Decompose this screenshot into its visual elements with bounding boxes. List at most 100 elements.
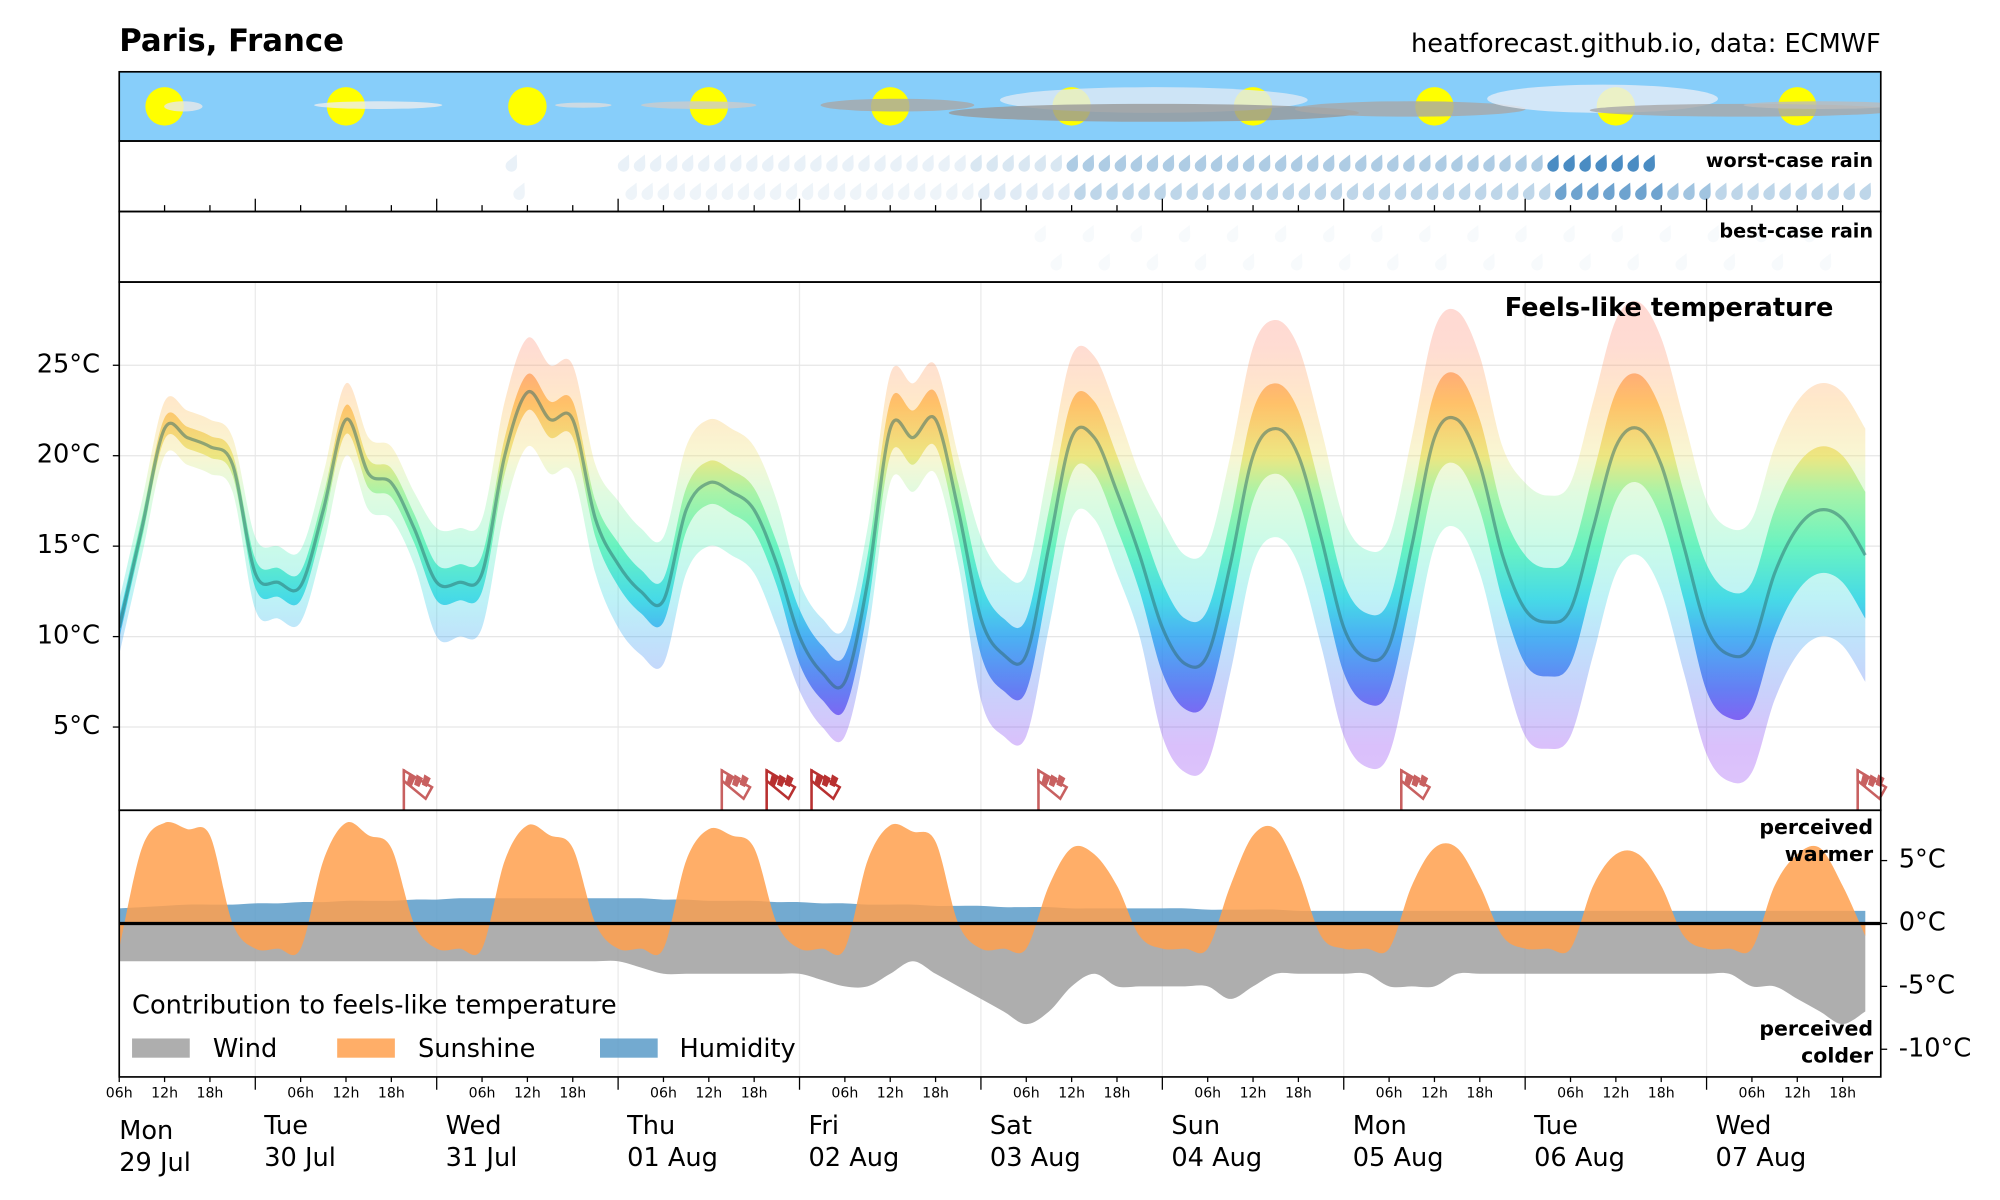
y-tick-label: 5°C: [1899, 845, 1946, 875]
rain-drop: [689, 182, 702, 200]
rain-drop: [1467, 224, 1479, 243]
rain-drop: [1522, 182, 1535, 200]
rain-drop: [1002, 154, 1014, 172]
rain-drop: [1202, 182, 1214, 200]
rain-drop: [1154, 182, 1166, 200]
rain-drop: [1715, 182, 1727, 200]
hour-label: 18h: [922, 1086, 949, 1102]
rain-drop: [1451, 154, 1463, 172]
wind-flag-stripe: [1867, 774, 1877, 788]
rain-drop: [906, 154, 918, 172]
rain-drop: [1282, 182, 1295, 200]
hour-label: 18h: [741, 1086, 768, 1102]
hour-label: 18h: [1285, 1086, 1312, 1102]
hour-label: 12h: [695, 1086, 722, 1102]
date-label: 30 Jul: [264, 1143, 336, 1173]
y-tick-label: -10°C: [1899, 1033, 1972, 1063]
rain-drop: [1515, 154, 1527, 172]
rain-drop: [1274, 154, 1287, 172]
rain-drop: [833, 182, 846, 200]
cloud-icon: [1294, 101, 1526, 117]
rain-drop: [1667, 182, 1679, 200]
rain-drop: [1138, 182, 1150, 200]
rain-drop: [1394, 182, 1407, 200]
sky-icons: [145, 84, 1881, 126]
rain-drop: [1474, 182, 1487, 200]
rain-drop: [1306, 154, 1319, 172]
cloud-icon: [555, 102, 612, 108]
rain-drop: [1531, 253, 1543, 271]
date-label: 31 Jul: [446, 1143, 518, 1173]
wind-flag-stripe: [821, 774, 831, 788]
hour-label: 12h: [151, 1086, 178, 1102]
rain-drop: [1330, 182, 1343, 200]
rain-drop: [1563, 154, 1575, 172]
rain-drop: [1066, 154, 1079, 172]
cloud-icon: [641, 101, 757, 109]
rain-drop: [1467, 154, 1479, 172]
wind-flag-stripe: [1860, 774, 1870, 788]
hour-label: 12h: [1602, 1086, 1629, 1102]
rain-drop: [1827, 182, 1839, 200]
rain-drop: [737, 182, 750, 200]
wind-flag-stripe: [1403, 774, 1413, 788]
rain-drop: [890, 154, 902, 172]
rain-drop: [1378, 182, 1391, 200]
rain-drop: [970, 154, 982, 172]
hour-label: 18h: [196, 1086, 223, 1102]
rain-drop: [1290, 253, 1303, 271]
rain-drop: [1218, 182, 1230, 200]
rain-drop: [1651, 182, 1663, 200]
rain-drop: [897, 182, 910, 200]
contribution-area: [119, 923, 1866, 1025]
rain-drop: [625, 182, 637, 200]
rain-drop: [1122, 182, 1134, 200]
hour-label: 06h: [650, 1086, 677, 1102]
rain-drop: [1042, 182, 1054, 200]
page-title: Paris, France: [119, 23, 344, 59]
day-label: Sun: [1171, 1111, 1220, 1141]
rain-drop: [1050, 253, 1062, 271]
y-tick-label: -5°C: [1899, 970, 1955, 1000]
y-tick-label: 20°C: [37, 440, 100, 470]
hour-label: 12h: [1240, 1086, 1267, 1102]
rain-drop: [1499, 154, 1511, 172]
legend-label: Wind: [213, 1034, 277, 1064]
cloud-icon: [314, 101, 443, 109]
rain-drop: [1763, 182, 1775, 200]
rain-drop: [1483, 253, 1495, 271]
rain-drop: [1290, 154, 1303, 172]
panel-label: warmer: [1785, 842, 1874, 866]
y-tick-label: 15°C: [37, 530, 100, 560]
rain-drop: [1234, 182, 1246, 200]
rain-drop: [1619, 182, 1631, 200]
rain-drop: [1571, 182, 1583, 200]
legend-title: Contribution to feels-like temperature: [132, 990, 617, 1020]
rain-drop: [1554, 182, 1567, 200]
wind-flag-stripe: [829, 774, 839, 788]
rain-drop: [946, 182, 958, 200]
rain-drop: [1098, 253, 1111, 271]
contribution-frame: [118, 809, 1882, 1078]
wind-flag-stripe: [814, 774, 824, 788]
panel-title: Feels-like temperature: [1505, 293, 1834, 323]
hour-label: 06h: [831, 1086, 858, 1102]
hour-label: 06h: [1013, 1086, 1040, 1102]
date-label: 07 Aug: [1716, 1143, 1807, 1173]
y-tick-label: 0°C: [1899, 907, 1946, 937]
rain-drop: [1426, 182, 1439, 200]
rain-drop: [1563, 224, 1575, 243]
rain-drop: [1515, 224, 1527, 243]
rain-drop: [1322, 154, 1335, 172]
panel-label: perceived: [1759, 1016, 1873, 1040]
rain-drop: [1779, 182, 1791, 200]
hour-label: 12h: [333, 1086, 360, 1102]
legend-swatch: [132, 1038, 190, 1058]
rain-drop: [1643, 154, 1655, 172]
rain-drop: [1242, 154, 1255, 172]
rain-drop: [705, 182, 718, 200]
y-tick-label: 25°C: [37, 349, 100, 379]
rain-drop: [1018, 154, 1030, 172]
rain-drop: [881, 182, 894, 200]
rain-drop: [1170, 182, 1182, 200]
